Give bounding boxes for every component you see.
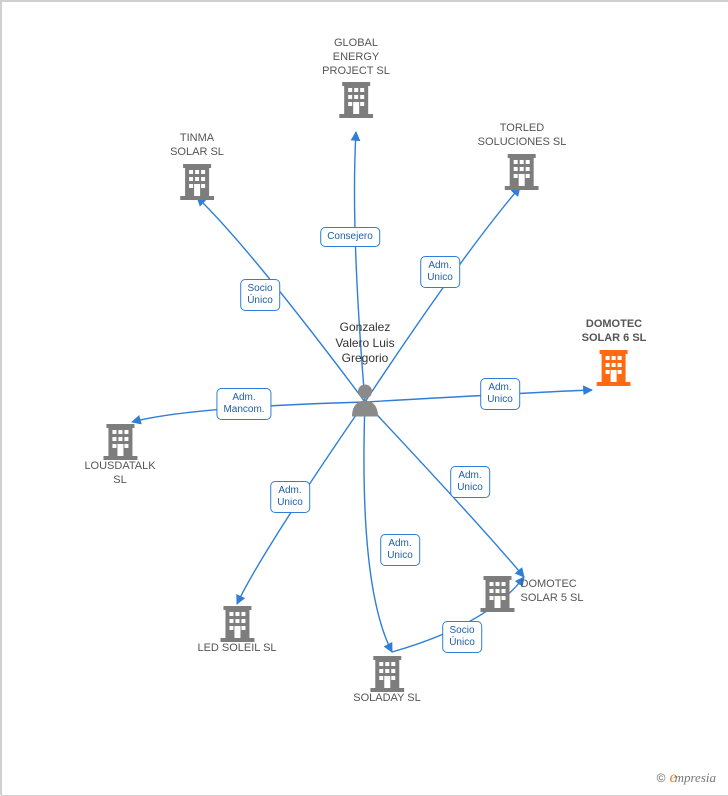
node-label-global: GLOBAL ENERGY PROJECT SL bbox=[322, 37, 390, 78]
node-label-ledsol: LED SOLEIL SL bbox=[197, 642, 276, 656]
edge-label-person-soladay: Adm. Unico bbox=[380, 534, 420, 566]
copyright: © empresia bbox=[657, 769, 716, 787]
edge-person-torled bbox=[365, 187, 520, 402]
edge-person-soladay bbox=[364, 402, 392, 652]
building-icon bbox=[322, 80, 390, 118]
person-icon bbox=[350, 383, 380, 422]
node-ledsol[interactable]: LED SOLEIL SL bbox=[197, 602, 276, 656]
center-person-label: Gonzalez Valero Luis Gregorio bbox=[335, 320, 394, 367]
edge-label-soladay-domotec5: Socio Único bbox=[442, 621, 482, 653]
building-icon bbox=[481, 572, 515, 612]
edge-person-domotec6 bbox=[365, 390, 592, 402]
edge-label-person-torled: Adm. Unico bbox=[420, 256, 460, 288]
node-domotec6[interactable]: DOMOTEC SOLAR 6 SL bbox=[582, 318, 647, 386]
node-soladay[interactable]: SOLADAY SL bbox=[353, 652, 420, 706]
node-domotec5[interactable]: DOMOTEC SOLAR 5 SL bbox=[481, 572, 584, 612]
building-icon bbox=[84, 422, 155, 460]
node-torled[interactable]: TORLED SOLUCIONES SL bbox=[478, 122, 567, 190]
copyright-symbol: © bbox=[657, 771, 666, 785]
brand-rest: mpresia bbox=[675, 770, 716, 785]
building-icon bbox=[197, 604, 276, 642]
node-tinma[interactable]: TINMA SOLAR SL bbox=[170, 132, 224, 200]
node-global[interactable]: GLOBAL ENERGY PROJECT SL bbox=[322, 37, 390, 118]
node-label-soladay: SOLADAY SL bbox=[353, 692, 420, 706]
edge-label-person-tinma: Socio Único bbox=[240, 279, 280, 311]
node-label-lousd: LOUSDATALK SL bbox=[84, 460, 155, 488]
edge-label-person-domotec6: Adm. Unico bbox=[480, 378, 520, 410]
building-icon bbox=[170, 162, 224, 200]
building-icon bbox=[353, 654, 420, 692]
building-icon bbox=[478, 152, 567, 190]
edge-label-person-global: Consejero bbox=[320, 227, 380, 247]
edge-label-person-lousd: Adm. Mancom. bbox=[216, 388, 271, 420]
node-lousd[interactable]: LOUSDATALK SL bbox=[84, 420, 155, 488]
edge-label-person-domotec5: Adm. Unico bbox=[450, 466, 490, 498]
node-label-torled: TORLED SOLUCIONES SL bbox=[478, 122, 567, 150]
node-label-tinma: TINMA SOLAR SL bbox=[170, 132, 224, 160]
node-label-domotec5: DOMOTEC SOLAR 5 SL bbox=[521, 578, 584, 606]
edge-label-person-ledsol: Adm. Unico bbox=[270, 481, 310, 513]
building-icon bbox=[582, 348, 647, 386]
node-label-domotec6: DOMOTEC SOLAR 6 SL bbox=[582, 318, 647, 346]
